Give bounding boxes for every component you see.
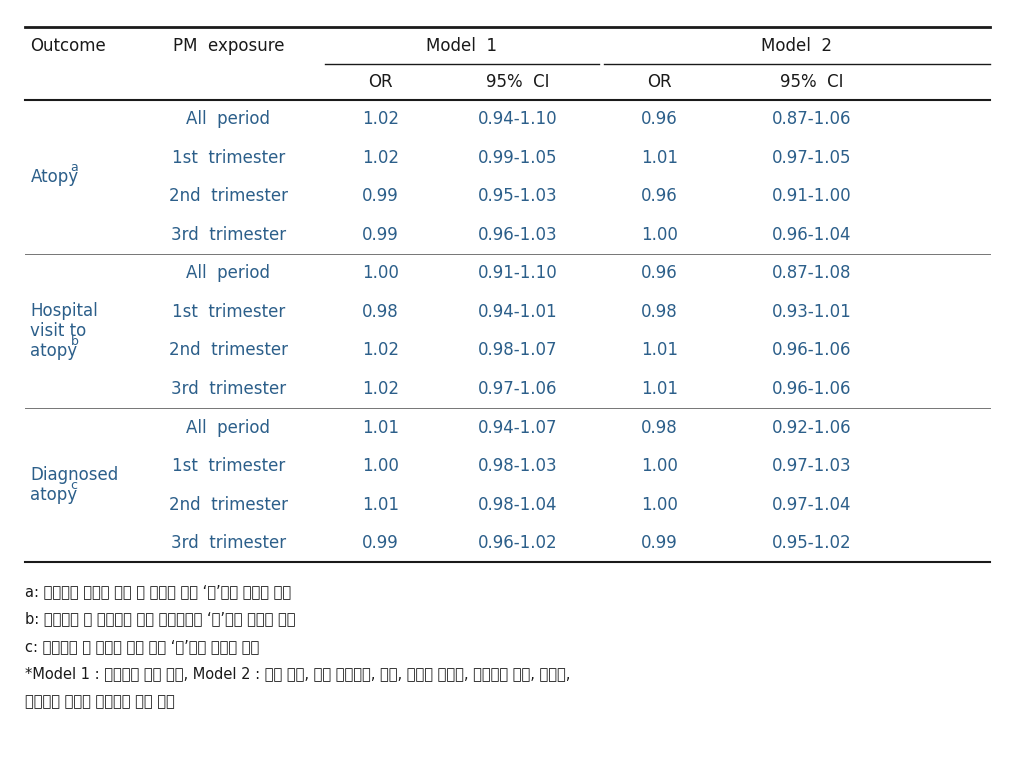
Text: All  period: All period <box>187 418 270 437</box>
Text: 1.02: 1.02 <box>362 341 399 360</box>
Text: 2nd  trimester: 2nd trimester <box>168 187 288 206</box>
Text: 0.92-1.06: 0.92-1.06 <box>772 418 852 437</box>
Text: atopy: atopy <box>30 487 77 504</box>
Text: 1.01: 1.01 <box>641 380 678 398</box>
Text: 0.93-1.01: 0.93-1.01 <box>772 303 852 321</box>
Text: 2nd  trimester: 2nd trimester <box>168 496 288 513</box>
Text: 1.02: 1.02 <box>362 110 399 129</box>
Text: *Model 1 : 로지스틱 회귀 분석, Model 2 : 아기 성별, 산모 교육수준, 수입, 알러지 가족력, 애완동물 여부, 새가구,: *Model 1 : 로지스틱 회귀 분석, Model 2 : 아기 성별, … <box>25 666 570 682</box>
Text: 0.97-1.06: 0.97-1.06 <box>478 380 557 398</box>
Text: 1.01: 1.01 <box>641 341 678 360</box>
Text: 0.96-1.04: 0.96-1.04 <box>772 226 852 244</box>
Text: 0.97-1.03: 0.97-1.03 <box>772 457 852 475</box>
Text: 0.99: 0.99 <box>641 534 678 552</box>
Text: 0.96-1.03: 0.96-1.03 <box>478 226 557 244</box>
Text: All  period: All period <box>187 265 270 282</box>
Text: OR: OR <box>368 73 393 91</box>
Text: 0.94-1.01: 0.94-1.01 <box>478 303 557 321</box>
Text: 0.95-1.02: 0.95-1.02 <box>772 534 852 552</box>
Text: 95%  CI: 95% CI <box>486 73 549 91</box>
Text: 0.99-1.05: 0.99-1.05 <box>478 149 557 167</box>
Text: 1.02: 1.02 <box>362 149 399 167</box>
Text: Model  1: Model 1 <box>426 37 497 55</box>
Text: 0.96: 0.96 <box>641 110 678 129</box>
Text: 1.00: 1.00 <box>641 496 678 513</box>
Text: 3rd  trimester: 3rd trimester <box>171 226 286 244</box>
Text: 0.97-1.05: 0.97-1.05 <box>772 149 852 167</box>
Text: 3rd  trimester: 3rd trimester <box>171 534 286 552</box>
Text: 1st  trimester: 1st trimester <box>172 149 285 167</box>
Text: 0.99: 0.99 <box>362 534 399 552</box>
Text: 1.01: 1.01 <box>362 496 399 513</box>
Text: 1.01: 1.01 <box>362 418 399 437</box>
Text: 0.97-1.04: 0.97-1.04 <box>772 496 852 513</box>
Text: 1.00: 1.00 <box>641 457 678 475</box>
Text: 카페트를 보정한 로지스틱 회귀 분석: 카페트를 보정한 로지스틱 회귀 분석 <box>25 694 176 709</box>
Text: Atopy: Atopy <box>30 168 78 186</box>
Text: 95%  CI: 95% CI <box>781 73 843 91</box>
Text: 0.98-1.07: 0.98-1.07 <box>478 341 557 360</box>
Text: 1.02: 1.02 <box>362 380 399 398</box>
Text: visit to: visit to <box>30 322 86 340</box>
Text: Outcome: Outcome <box>30 37 107 55</box>
Text: 0.94-1.10: 0.94-1.10 <box>478 110 557 129</box>
Text: 0.95-1.03: 0.95-1.03 <box>478 187 557 206</box>
Text: 0.98: 0.98 <box>362 303 399 321</box>
Text: 1.01: 1.01 <box>641 149 678 167</box>
Text: atopy: atopy <box>30 342 77 360</box>
Text: 1st  trimester: 1st trimester <box>172 457 285 475</box>
Text: 0.98-1.03: 0.98-1.03 <box>478 457 557 475</box>
Text: 0.87-1.08: 0.87-1.08 <box>772 265 852 282</box>
Text: 1.00: 1.00 <box>641 226 678 244</box>
Text: a: a <box>70 161 78 174</box>
Text: 0.99: 0.99 <box>362 226 399 244</box>
Text: 1.00: 1.00 <box>362 265 399 282</box>
Text: Diagnosed: Diagnosed <box>30 467 119 484</box>
Text: 0.91-1.10: 0.91-1.10 <box>478 265 557 282</box>
Text: 0.96: 0.96 <box>641 265 678 282</box>
Text: 2nd  trimester: 2nd trimester <box>168 341 288 360</box>
Text: OR: OR <box>648 73 672 91</box>
Text: 0.98: 0.98 <box>641 303 678 321</box>
Text: Model  2: Model 2 <box>761 37 832 55</box>
Text: 0.96: 0.96 <box>641 187 678 206</box>
Text: b: 설문문항 중 아토피로 인한 병원방문에 ‘예’라고 응답한 경우: b: 설문문항 중 아토피로 인한 병원방문에 ‘예’라고 응답한 경우 <box>25 611 296 627</box>
Text: 3rd  trimester: 3rd trimester <box>171 380 286 398</box>
Text: 1.00: 1.00 <box>362 457 399 475</box>
Text: 1st  trimester: 1st trimester <box>172 303 285 321</box>
Text: All  period: All period <box>187 110 270 129</box>
Text: 0.94-1.07: 0.94-1.07 <box>478 418 557 437</box>
Text: 0.98-1.04: 0.98-1.04 <box>478 496 557 513</box>
Text: 0.98: 0.98 <box>641 418 678 437</box>
Text: c: c <box>70 479 77 492</box>
Text: b: b <box>70 335 78 347</box>
Text: 0.87-1.06: 0.87-1.06 <box>772 110 852 129</box>
Text: a: 신체계측 결과지 문항 중 아토피 여부 ‘예’라고 표기된 경우: a: 신체계측 결과지 문항 중 아토피 여부 ‘예’라고 표기된 경우 <box>25 584 291 599</box>
Text: PM  exposure: PM exposure <box>173 37 284 55</box>
Text: c: 설문문항 중 아토피 진단 여부 ‘예’라고 응답한 경우: c: 설문문항 중 아토피 진단 여부 ‘예’라고 응답한 경우 <box>25 639 260 654</box>
Text: 0.96-1.02: 0.96-1.02 <box>478 534 557 552</box>
Text: 0.91-1.00: 0.91-1.00 <box>772 187 852 206</box>
Text: 0.96-1.06: 0.96-1.06 <box>772 341 852 360</box>
Text: 0.99: 0.99 <box>362 187 399 206</box>
Text: Hospital: Hospital <box>30 302 98 321</box>
Text: 0.96-1.06: 0.96-1.06 <box>772 380 852 398</box>
